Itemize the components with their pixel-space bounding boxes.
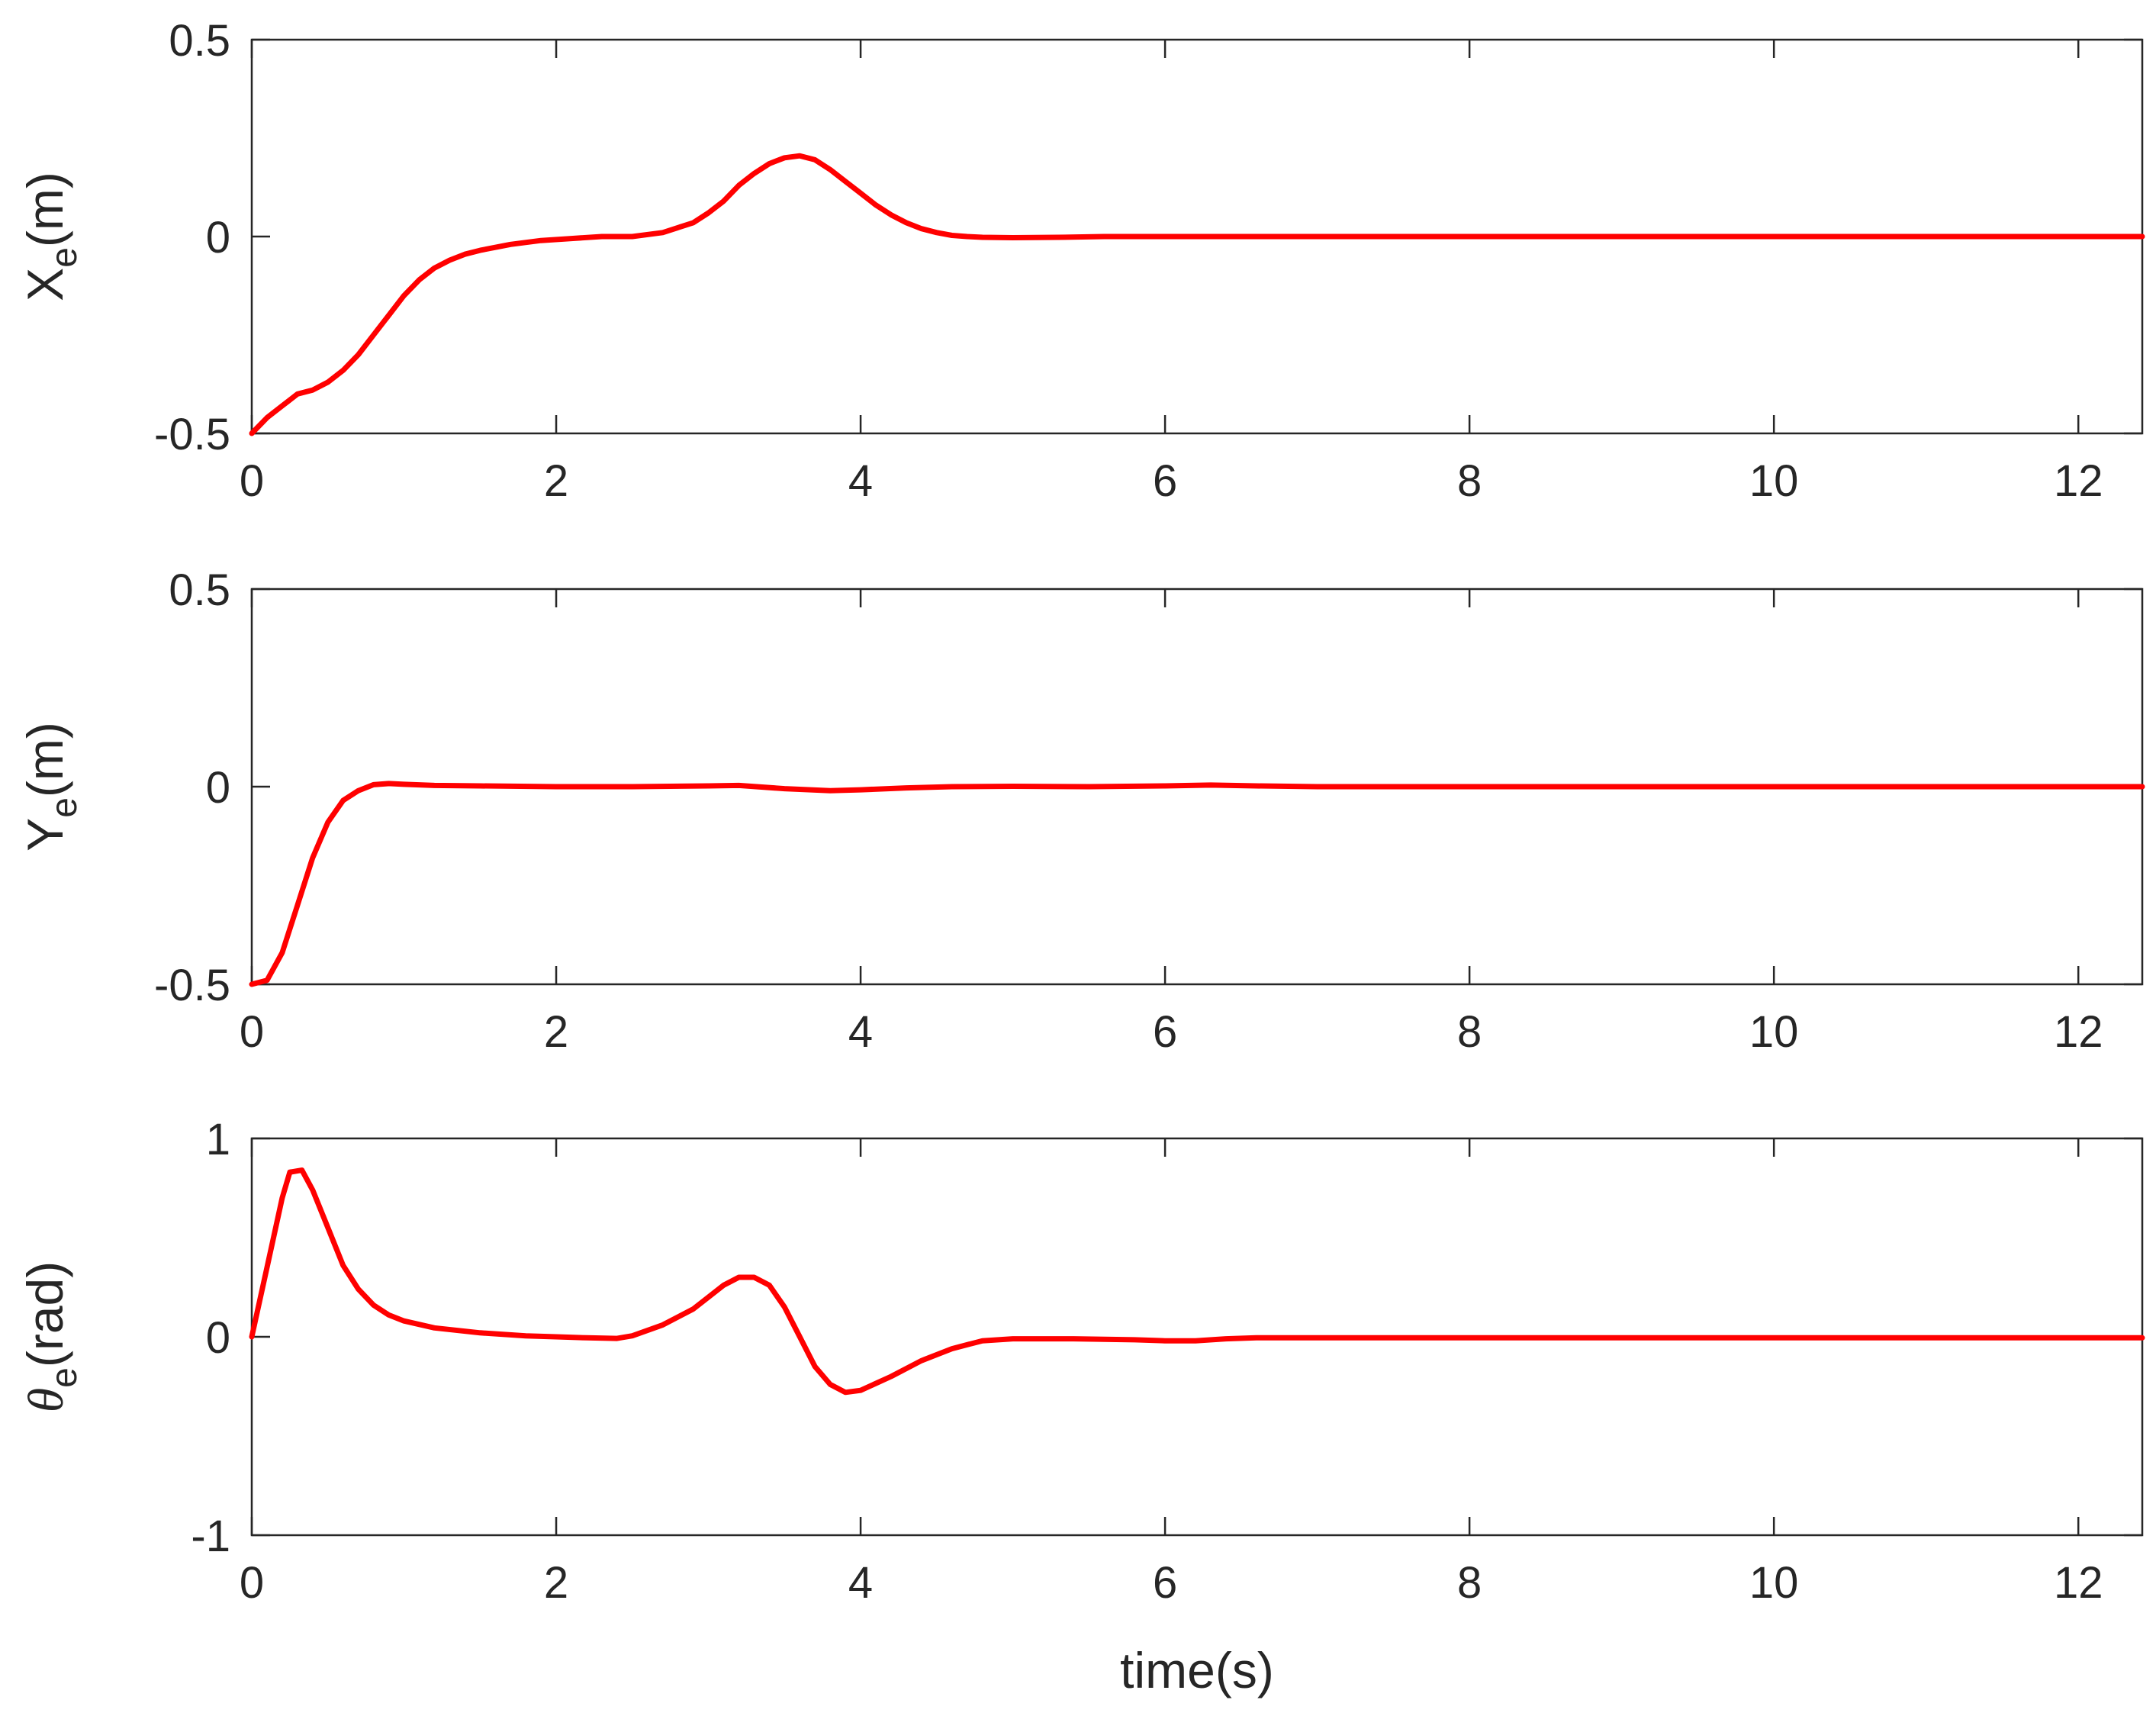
y-axis-label-unit: (m) — [17, 172, 73, 247]
y-axis-label: Xe(m) — [17, 172, 85, 301]
y-axis-label-unit: (rad) — [17, 1261, 73, 1367]
y-axis-label-subscript: e — [44, 247, 85, 268]
y-axis-label-unit: (m) — [17, 722, 73, 797]
y-axis-label-symbol: Y — [17, 818, 73, 852]
x-tick-label-10: 10 — [1749, 1558, 1799, 1608]
x-tick-label-10: 10 — [1749, 456, 1799, 506]
y-tick-label-0: 0 — [206, 213, 230, 262]
x-tick-label-2: 2 — [544, 1558, 568, 1608]
x-tick-label-10: 10 — [1749, 1007, 1799, 1057]
y-axis-label-symbol: θ — [18, 1388, 74, 1412]
y-tick-label-0: 0 — [206, 763, 230, 813]
y-axis-label: θe(rad) — [17, 1261, 85, 1412]
x-tick-label-12: 12 — [2054, 1558, 2103, 1608]
series-line-1 — [249, 1167, 2145, 1396]
y-tick-label--1: -1 — [191, 1512, 230, 1561]
x-tick-label-2: 2 — [544, 1007, 568, 1057]
x-tick-label-8: 8 — [1457, 456, 1482, 506]
y-axis-label-symbol: X — [17, 268, 73, 301]
y-axis-label: Ye(m) — [17, 722, 85, 852]
y-tick-label--0-5: -0.5 — [154, 961, 230, 1010]
y-tick-label-1: 1 — [206, 1115, 230, 1164]
y-tick-label--0-5: -0.5 — [154, 410, 230, 459]
x-tick-label-6: 6 — [1153, 456, 1177, 506]
subplot-1: 0 2 4 6 8 10 12-0.500.5Xe(m) — [17, 16, 2145, 506]
y-axis-label-subscript: e — [44, 797, 85, 818]
y-axis-label-subscript: e — [44, 1367, 85, 1388]
x-tick-label-6: 6 — [1153, 1007, 1177, 1057]
x-tick-label-8: 8 — [1457, 1007, 1482, 1057]
x-tick-label-0: 0 — [240, 1558, 264, 1608]
series-line-1 — [249, 781, 2145, 987]
y-tick-label-0-5: 0.5 — [169, 565, 230, 615]
x-tick-label-6: 6 — [1153, 1558, 1177, 1608]
x-tick-label-8: 8 — [1457, 1558, 1482, 1608]
x-tick-label-4: 4 — [848, 456, 873, 506]
x-tick-label-2: 2 — [544, 456, 568, 506]
y-tick-label-0-5: 0.5 — [169, 16, 230, 66]
x-axis-label: time(s) — [1120, 1642, 1274, 1698]
x-tick-label-0: 0 — [240, 1007, 264, 1057]
y-tick-label-0: 0 — [206, 1313, 230, 1363]
x-tick-label-0: 0 — [240, 456, 264, 506]
series-line-1 — [249, 153, 2145, 436]
x-tick-label-4: 4 — [848, 1558, 873, 1608]
x-tick-label-12: 12 — [2054, 1007, 2103, 1057]
subplot-2: 0 2 4 6 8 10 12-0.500.5Ye(m) — [17, 565, 2145, 1057]
x-tick-label-4: 4 — [848, 1007, 873, 1057]
x-tick-label-12: 12 — [2054, 456, 2103, 506]
